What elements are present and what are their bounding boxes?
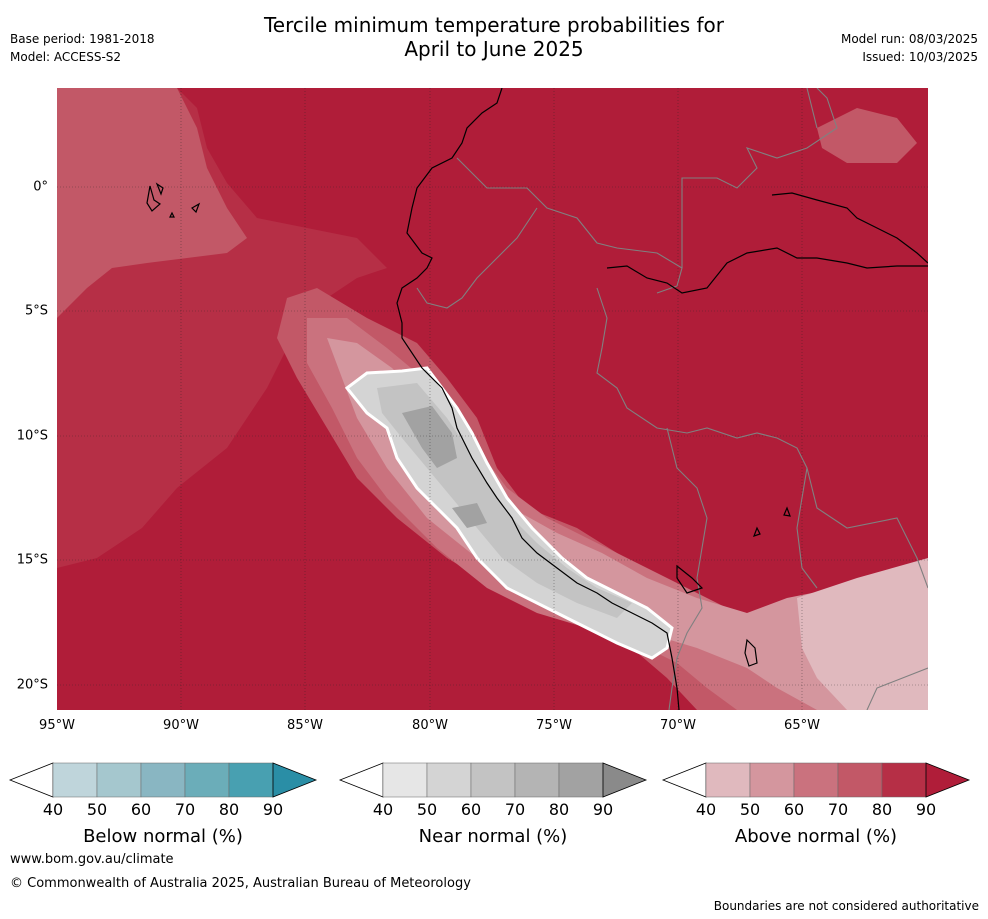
near-normal-boundary bbox=[344, 366, 674, 660]
meta-left: Base period: 1981-2018 Model: ACCESS-S2 bbox=[10, 30, 155, 66]
title-line-1: Tercile minimum temperature probabilitie… bbox=[263, 13, 725, 37]
probability-map bbox=[57, 88, 928, 710]
bom-url-link[interactable]: www.bom.gov.au/climate bbox=[10, 852, 174, 867]
colorbar-near-normal bbox=[338, 762, 648, 798]
tick: 60 bbox=[130, 800, 152, 819]
lat-label-20s: 20°S bbox=[16, 677, 48, 693]
tick: 90 bbox=[262, 800, 284, 819]
tick: 90 bbox=[915, 800, 937, 819]
tick: 90 bbox=[592, 800, 614, 819]
lat-label-0: 0° bbox=[33, 179, 48, 195]
lon-label-70w: 70°W bbox=[660, 718, 696, 733]
meta-right: Model run: 08/03/2025 Issued: 10/03/2025 bbox=[841, 30, 978, 66]
tick: 50 bbox=[739, 800, 761, 819]
base-period-text: Base period: 1981-2018 bbox=[10, 32, 155, 46]
colorbar-above-title: Above normal (%) bbox=[734, 826, 898, 847]
near-normal-70-region-south bbox=[452, 503, 487, 528]
lon-label-75w: 75°W bbox=[536, 718, 572, 733]
above-70-region-northeast bbox=[817, 108, 917, 163]
tick: 70 bbox=[174, 800, 196, 819]
tick: 80 bbox=[218, 800, 240, 819]
tick: 50 bbox=[416, 800, 438, 819]
lat-label-10s: 10°S bbox=[16, 428, 48, 444]
title-line-2: April to June 2025 bbox=[404, 37, 584, 61]
tick: 80 bbox=[871, 800, 893, 819]
colorbar-above-normal bbox=[661, 762, 971, 798]
lon-label-65w: 65°W bbox=[784, 718, 820, 733]
tick: 60 bbox=[460, 800, 482, 819]
graticule bbox=[57, 88, 928, 710]
colorbar-below-title: Below normal (%) bbox=[83, 826, 243, 847]
tick: 50 bbox=[86, 800, 108, 819]
lat-label-15s: 15°S bbox=[16, 552, 48, 568]
above-60-region-west bbox=[57, 88, 247, 318]
tick: 40 bbox=[695, 800, 717, 819]
model-run-text: Model run: 08/03/2025 bbox=[840, 32, 978, 46]
tick: 70 bbox=[827, 800, 849, 819]
lon-label-90w: 90°W bbox=[163, 718, 199, 733]
lat-label-5s: 5°S bbox=[24, 303, 48, 319]
lon-label-95w: 95°W bbox=[39, 718, 75, 733]
copyright-text: © Commonwealth of Australia 2025, Austra… bbox=[10, 876, 471, 891]
lon-label-80w: 80°W bbox=[412, 718, 448, 733]
disclaimer-text: Boundaries are not considered authoritat… bbox=[713, 899, 979, 913]
near-normal-70-region bbox=[402, 406, 457, 468]
tick: 70 bbox=[504, 800, 526, 819]
above-50-plume bbox=[327, 338, 928, 710]
tick: 60 bbox=[783, 800, 805, 819]
colorbar-below-normal bbox=[8, 762, 318, 798]
issued-text: Issued: 10/03/2025 bbox=[862, 50, 978, 64]
tick: 80 bbox=[548, 800, 570, 819]
model-text: Model: ACCESS-S2 bbox=[10, 50, 122, 64]
chart-title: Tercile minimum temperature probabilitie… bbox=[0, 13, 988, 61]
above-40-region-southeast bbox=[797, 558, 928, 710]
country-borders bbox=[416, 88, 928, 710]
lon-label-85w: 85°W bbox=[287, 718, 323, 733]
colorbar-near-title: Near normal (%) bbox=[418, 826, 568, 847]
tick: 40 bbox=[372, 800, 394, 819]
tick: 40 bbox=[42, 800, 64, 819]
coastlines bbox=[146, 88, 928, 710]
